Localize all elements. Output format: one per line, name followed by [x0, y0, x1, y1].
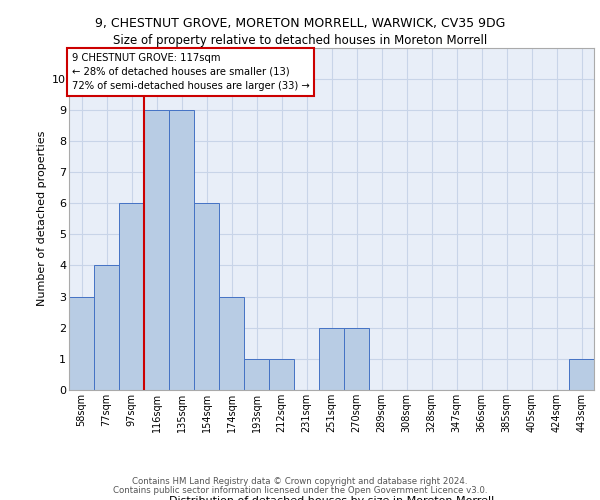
Bar — [569, 359, 594, 390]
Text: Size of property relative to detached houses in Moreton Morrell: Size of property relative to detached ho… — [113, 34, 487, 47]
Bar — [144, 110, 169, 390]
X-axis label: Distribution of detached houses by size in Moreton Morrell: Distribution of detached houses by size … — [169, 496, 494, 500]
Text: Contains public sector information licensed under the Open Government Licence v3: Contains public sector information licen… — [113, 486, 487, 495]
Bar — [319, 328, 344, 390]
Bar — [169, 110, 194, 390]
Y-axis label: Number of detached properties: Number of detached properties — [37, 131, 47, 306]
Bar — [344, 328, 369, 390]
Text: 9 CHESTNUT GROVE: 117sqm
← 28% of detached houses are smaller (13)
72% of semi-d: 9 CHESTNUT GROVE: 117sqm ← 28% of detach… — [71, 52, 310, 90]
Bar — [269, 359, 294, 390]
Bar — [94, 266, 119, 390]
Bar — [119, 203, 144, 390]
Bar — [244, 359, 269, 390]
Bar — [69, 296, 94, 390]
Text: 9, CHESTNUT GROVE, MORETON MORRELL, WARWICK, CV35 9DG: 9, CHESTNUT GROVE, MORETON MORRELL, WARW… — [95, 18, 505, 30]
Bar — [194, 203, 219, 390]
Text: Contains HM Land Registry data © Crown copyright and database right 2024.: Contains HM Land Registry data © Crown c… — [132, 477, 468, 486]
Bar — [219, 296, 244, 390]
